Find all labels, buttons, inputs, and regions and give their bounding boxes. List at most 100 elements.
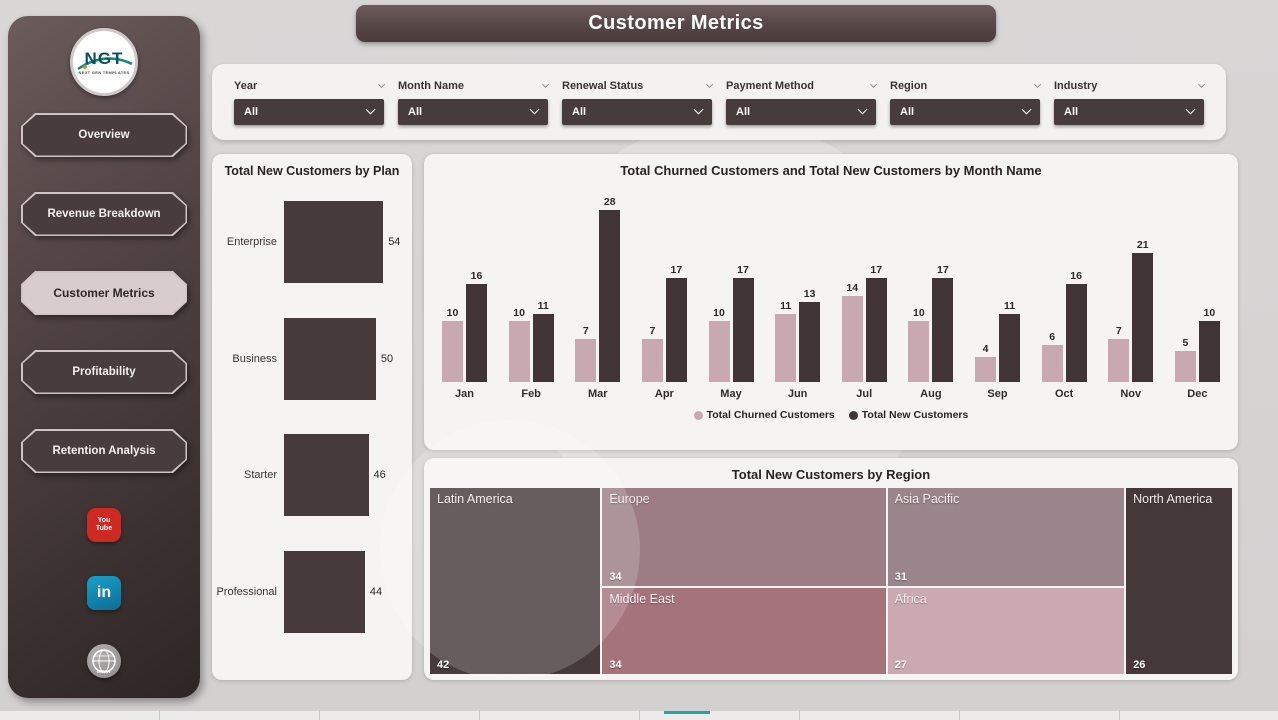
filter-dropdown-renewal-status[interactable]: All [562,98,712,125]
axis-label: Nov [1120,388,1142,400]
bar-total-churned-customers[interactable] [508,320,530,382]
bar-total-churned-customers[interactable] [1041,345,1063,382]
sidebar-nav: Overview Revenue Breakdown Customer Metric… [8,113,200,473]
bar-total-new-customers[interactable] [532,314,554,382]
chevron-down-icon [857,104,868,115]
bar-total-churned-customers[interactable] [775,314,797,382]
value-label: 10 [913,306,925,319]
plan-chart-panel: Total New Customers by Plan Enterprise 54… [212,154,412,680]
value-label: 11 [537,300,549,313]
bar-total-new-customers[interactable] [1198,320,1220,382]
filter-dropdown-year[interactable]: All [234,98,384,125]
region-value: 27 [894,659,907,671]
legend-label: Total New Customers [861,409,969,421]
value-label: 44 [369,585,383,598]
month-group-aug: 10 17 Aug [908,186,954,400]
website-icon[interactable]: www [87,644,121,678]
bar-total-new-customers[interactable] [466,283,487,382]
bar-total-churned-customers[interactable] [1108,339,1130,382]
legend-item-total-new-customers[interactable]: Total New Customers [848,409,969,421]
chevron-down-icon[interactable] [377,80,386,88]
chevron-down-icon[interactable] [1197,80,1206,88]
legend-dot [693,410,703,420]
axis-label: Sep [987,388,1008,400]
bar-total-new-customers[interactable] [732,277,754,382]
month-group-jan: 10 16 Jan [442,186,487,400]
bar-total-new-customers[interactable] [665,277,687,382]
filter-label: Region [890,79,928,92]
chevron-down-icon[interactable] [705,80,714,88]
bar-total-new-customers[interactable] [799,302,821,382]
filter-dropdown-payment-method[interactable]: All [726,98,876,125]
bar-total-churned-customers[interactable] [708,320,730,382]
treemap-cell-middle-east[interactable]: Middle East 34 [602,587,886,674]
bar-enterprise[interactable] [284,201,384,284]
value-label: 5 [1182,337,1189,350]
plan-bar-row: Business 50 [216,307,408,411]
bar-total-new-customers[interactable] [932,277,954,382]
filter-dropdown-industry[interactable]: All [1054,98,1204,125]
value-label: 16 [470,269,483,282]
plan-chart-title: Total New Customers by Plan [224,164,400,178]
linkedin-icon[interactable]: in [87,576,121,610]
treemap-cell-africa[interactable]: Africa 27 [887,587,1125,674]
bar-starter[interactable] [284,434,369,517]
sidebar-item-customer-metrics[interactable]: Customer Metrics [21,271,187,315]
youtube-icon[interactable]: You Tube [87,508,121,542]
month-group-dec: 5 10 Dec [1174,186,1220,400]
bar-total-new-customers[interactable] [1065,283,1087,382]
treemap-cell-asia-pacific[interactable]: Asia Pacific 31 [887,488,1125,586]
legend-label: Total Churned Customers [706,409,835,421]
filter-label: Month Name [398,79,464,92]
region-treemap: Latin America 42 Europe 34 Middle East 34 Asia… [430,488,1232,674]
region-value: 26 [1133,659,1146,671]
bar-total-new-customers[interactable] [999,314,1020,382]
sidebar-item-revenue-breakdown[interactable]: Revenue Breakdown [21,192,187,236]
category-label: Starter [243,469,277,482]
treemap-cell-latin-america[interactable]: Latin America 42 [430,488,601,674]
treemap-cell-north-america[interactable]: North America 26 [1126,488,1232,674]
bar-total-new-customers[interactable] [1132,253,1154,382]
chevron-down-icon[interactable] [1033,80,1042,88]
region-label: North America [1133,492,1213,506]
ngt-logo: NGT NEXT GEN TEMPLATES [70,28,138,96]
filter-industry: Industry All [1054,80,1206,125]
axis-label: Oct [1054,388,1074,400]
filter-dropdown-region[interactable]: All [890,98,1040,125]
month-group-apr: 7 17 Apr [641,186,687,400]
bar-total-churned-customers[interactable] [442,320,463,382]
bar-total-churned-customers[interactable] [641,339,663,382]
treemap-cell-europe[interactable]: Europe 34 [602,488,886,586]
filter-label: Payment Method [726,79,815,92]
bar-total-churned-customers[interactable] [975,357,996,382]
bar-total-churned-customers[interactable] [1174,351,1196,382]
category-label: Professional [216,585,277,598]
bar-total-new-customers[interactable] [865,277,887,382]
treemap-title: Total New Customers by Region [731,467,931,482]
month-group-nov: 7 21 Nov [1108,186,1154,400]
bar-business[interactable] [284,317,376,400]
bar-total-new-customers[interactable] [599,210,621,382]
sidebar-item-label: Overview [78,129,130,141]
plan-bar-row: Enterprise 54 [216,190,408,294]
sidebar-item-retention-analysis[interactable]: Retention Analysis [21,429,187,473]
filter-dropdown-month-name[interactable]: All [398,98,548,125]
page-tabs-strip[interactable] [0,711,1278,720]
chevron-down-icon[interactable] [541,80,550,88]
filter-label: Renewal Status [562,79,644,92]
region-value: 34 [609,659,622,671]
month-chart-title: Total Churned Customers and Total New Cu… [620,163,1042,178]
chevron-down-icon[interactable] [869,80,878,88]
value-label: 4 [982,343,989,356]
bar-total-churned-customers[interactable] [575,339,597,382]
value-label: 28 [603,196,616,208]
bar-total-churned-customers[interactable] [908,320,930,382]
sidebar-item-overview[interactable]: Overview [21,113,187,157]
sidebar-item-profitability[interactable]: Profitability [21,350,187,394]
value-label: 7 [1115,325,1122,337]
value-label: 11 [1003,300,1016,313]
bar-professional[interactable] [284,550,365,633]
website-label: www [96,669,112,675]
legend-item-total-churned-customers[interactable]: Total Churned Customers [693,409,835,421]
bar-total-churned-customers[interactable] [841,296,863,382]
